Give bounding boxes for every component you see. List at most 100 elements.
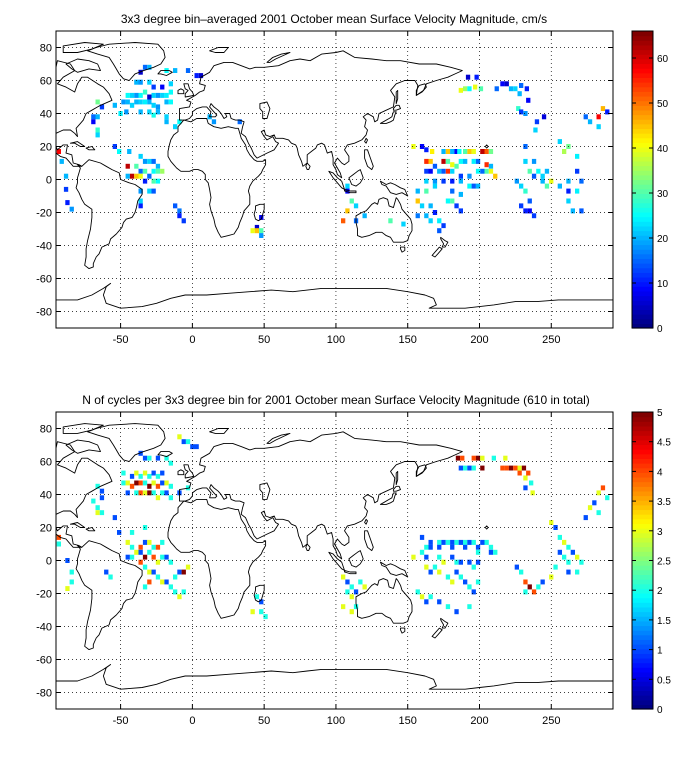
velocity-coast-svalbard (209, 47, 229, 53)
velocity-bin (151, 92, 156, 98)
cycle-count-bin (428, 569, 433, 575)
cycle-count-bin (181, 569, 186, 575)
velocity-bin (600, 106, 606, 111)
cycle-count-colorbar-tick-label: 2 (657, 586, 663, 597)
velocity-colorbar-step (632, 314, 653, 320)
velocity-bin (65, 200, 70, 206)
velocity-ytick-label: 60 (40, 76, 52, 88)
cycle-count-bin (134, 490, 139, 496)
velocity-colorbar-step (632, 160, 653, 167)
velocity-bin (353, 203, 359, 209)
velocity-colorbar-step (632, 267, 653, 273)
cycle-count-bin (134, 470, 139, 476)
cycle-count-colorbar-step (632, 639, 653, 645)
cycle-count-colorbar-step (632, 495, 653, 501)
velocity-colorbar-step (632, 290, 653, 297)
cycle-count-bin (463, 465, 468, 471)
cycle-count-bin (570, 549, 575, 555)
velocity-coast-new-zealand-north (440, 236, 449, 248)
velocity-bin (457, 149, 462, 154)
cycle-count-colorbar-step (632, 704, 653, 710)
cycle-count-colorbar: 0 0.5 1 1.5 2 2.5 3 3.5 4 4.5 5 (631, 408, 671, 716)
velocity-colorbar-tick-label: 40 (657, 144, 669, 155)
velocity-bin (147, 173, 152, 179)
cycle-count-colorbar-step (632, 453, 653, 460)
cycle-count-colorbar-step (632, 551, 653, 557)
cycle-count-bin (99, 510, 105, 516)
cycle-count-bin (523, 589, 528, 595)
cycle-count-bin (575, 554, 580, 560)
cycle-count-bin (458, 559, 463, 565)
velocity-bin (142, 99, 148, 105)
cycle-count-bin (121, 470, 126, 476)
velocity-bin (181, 218, 186, 224)
cycle-count-coast-japan-honshu (379, 492, 397, 505)
cycle-count-colorbar-step (632, 602, 653, 608)
cycle-count-bin (173, 589, 178, 595)
velocity-bin (151, 84, 156, 90)
cycle-count-bin (138, 549, 143, 555)
velocity-bin (454, 149, 459, 154)
velocity-bin (475, 158, 481, 164)
velocity-axis-ticks: -50 0 50 100 150 200 250 -80 -60 -40 -20 0 20 40 60 80 (36, 31, 613, 346)
cycle-count-coast-iceland (157, 451, 173, 458)
velocity-bin (424, 178, 429, 184)
velocity-bin (345, 188, 350, 194)
cycle-count-bin (138, 473, 143, 479)
velocity-bin (450, 168, 455, 174)
cycle-count-bin (530, 490, 535, 496)
cycle-count-bin (155, 559, 161, 565)
velocity-bin (95, 127, 100, 133)
cycle-count-bin (168, 495, 173, 501)
velocity-bin (428, 158, 433, 164)
velocity-colorbar-step (632, 156, 653, 162)
cycle-count-colorbar-step (632, 541, 653, 548)
velocity-bin (428, 168, 433, 174)
velocity-bin (445, 158, 451, 164)
cycle-count-bin (424, 564, 429, 570)
velocity-colorbar-step (632, 77, 653, 83)
velocity-bin (467, 149, 472, 154)
velocity-coast-hispaniola (85, 146, 96, 151)
velocity-bin (129, 102, 135, 108)
velocity-bin (454, 163, 459, 169)
cycle-count-colorbar-step (632, 486, 653, 492)
cycle-count-bin (129, 554, 135, 560)
velocity-colorbar-step (632, 263, 653, 269)
cycle-count-bin (142, 455, 148, 461)
cycle-count-bin (467, 604, 472, 610)
velocity-bin (419, 144, 425, 149)
velocity-coast-sakhalin (395, 89, 399, 105)
cycle-count-bin (362, 584, 367, 590)
velocity-bin (95, 99, 100, 105)
velocity-ytick-label: 20 (40, 142, 52, 154)
cycle-count-bin (138, 544, 143, 550)
cycle-count-colorbar-gradient (632, 412, 653, 710)
cycle-count-bin (460, 455, 465, 461)
cycle-count-bin (65, 586, 70, 591)
velocity-coast-madagascar (253, 203, 265, 222)
cycle-count-bin (108, 574, 113, 580)
velocity-colorbar-step (632, 202, 653, 208)
velocity-bin (526, 97, 531, 103)
cycle-count-bin (500, 465, 505, 471)
velocity-colorbar-step (632, 276, 653, 283)
cycle-count-colorbar-step (632, 583, 653, 589)
cycle-count-bin (521, 465, 527, 471)
cycle-count-bin (56, 541, 61, 547)
velocity-bin (194, 73, 199, 79)
velocity-coast-ellesmere (62, 42, 104, 53)
velocity-xtick-label: 100 (327, 334, 345, 346)
cycle-count-bin (104, 569, 109, 575)
velocity-bin (428, 218, 433, 224)
cycle-count-bin (147, 539, 152, 545)
velocity-colorbar-step (632, 286, 653, 292)
velocity-bin (112, 102, 117, 108)
cycle-count-grid (56, 412, 613, 709)
cycle-count-bin (467, 584, 472, 590)
cycle-count-coast-philippines (364, 530, 374, 552)
velocity-bin (437, 168, 442, 174)
cycle-count-colorbar-step (632, 620, 653, 627)
velocity-colorbar-step (632, 258, 653, 264)
cycle-count-bin (142, 554, 148, 560)
